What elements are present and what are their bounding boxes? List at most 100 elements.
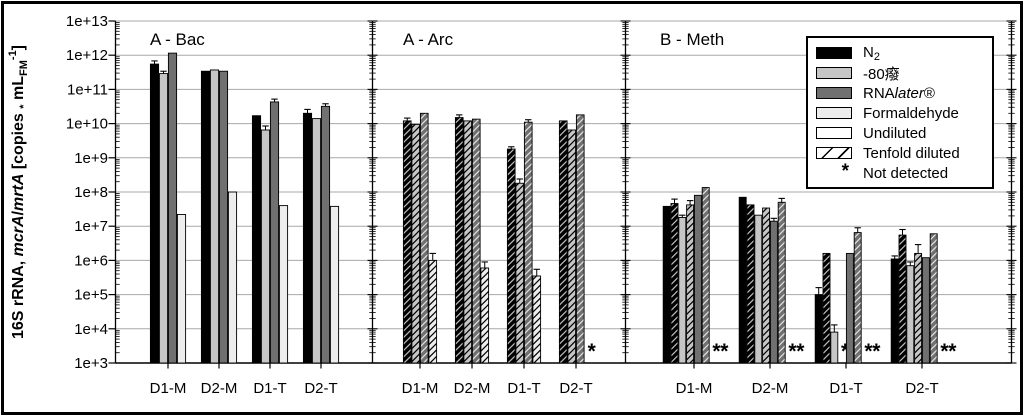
bar	[845, 252, 854, 364]
not-detected-marker: *	[712, 340, 721, 363]
y-tick-label: 1e+13	[66, 13, 108, 30]
bar	[209, 69, 220, 364]
not-detected-marker: *	[841, 340, 850, 363]
x-tick-label: D2-T	[304, 380, 337, 397]
not-detected-marker: *	[864, 340, 873, 363]
bar	[260, 129, 271, 364]
legend-swatch-rnalater	[816, 87, 852, 99]
y-axis-labels: 1e+13 1e+12 1e+11 1e+10 1e+9 1e+8 1e+7 1e+6 1e+5…	[66, 13, 108, 372]
bar	[329, 205, 340, 364]
bar	[769, 220, 778, 364]
y-tick-label: 1e+12	[66, 47, 108, 64]
bar	[678, 217, 687, 364]
legend-swatch-undiluted	[816, 127, 852, 139]
x-tick-label: D2-M	[454, 380, 491, 397]
bar	[419, 112, 429, 364]
x-axis-labels: D1-M D2-M D1-T D2-T D1-M D2-M D1-T D2-T D1-M D2-M…	[150, 363, 939, 397]
not-detected-marker: *	[588, 340, 597, 363]
x-tick-label: D2-T	[905, 380, 938, 397]
legend-label-part: Tenfold diluted	[863, 144, 960, 162]
bar	[670, 203, 679, 364]
bar	[762, 207, 771, 364]
legend-label-part: Undiluted	[863, 124, 927, 142]
x-tick-label: D1-T	[253, 380, 286, 397]
not-detected-marker: *	[872, 340, 881, 363]
x-tick-label: D1-M	[150, 380, 187, 397]
legend-swatch-n2	[816, 47, 852, 59]
legend-label-part: -80癈	[863, 65, 900, 83]
bar	[662, 205, 671, 364]
legend-label: -80癈	[863, 63, 900, 84]
bar	[567, 129, 577, 364]
bar	[176, 214, 187, 364]
bar	[269, 101, 280, 364]
legend-label: Tenfold diluted	[863, 145, 960, 162]
legend-label-part: Formaldehyde	[863, 104, 959, 122]
legend-item-tenfold: Tenfold diluted	[816, 143, 986, 163]
not-detected-symbol: *	[841, 161, 849, 182]
legend-swatch-tenfold	[816, 147, 852, 159]
not-detected-marker: *	[788, 340, 797, 363]
legend-item-undiluted: Undiluted	[816, 123, 986, 143]
y-tick-label: 1e+6	[74, 252, 108, 269]
bar	[929, 233, 938, 364]
bar	[149, 63, 160, 364]
legend-label-part: Not detected	[863, 164, 949, 182]
bar	[463, 120, 473, 364]
bar	[575, 114, 585, 364]
bar	[506, 148, 516, 364]
y-tick-label: 1e+9	[74, 150, 108, 167]
bar	[777, 201, 786, 364]
bar	[278, 205, 289, 364]
legend-label: Formaldehyde	[863, 105, 959, 122]
bar	[890, 258, 899, 364]
not-detected-marker: *	[948, 340, 957, 363]
legend-label: Not detected	[863, 165, 948, 182]
legend-label: N2	[863, 44, 880, 63]
legend-label-part: RNA	[863, 84, 895, 102]
bar	[830, 331, 839, 364]
legend-label: Undiluted	[863, 125, 926, 142]
x-tick-label: D1-M	[402, 380, 439, 397]
bar	[738, 196, 747, 364]
bar	[814, 294, 823, 364]
bar	[218, 70, 229, 364]
bars: * ** * * ** * * *	[149, 52, 957, 364]
legend: N2 -80癈 RNAlater® Formaldehyde Undiluted Tenf…	[806, 36, 994, 189]
bar	[746, 204, 755, 364]
x-tick-label: D1-T	[829, 380, 862, 397]
bar	[898, 234, 907, 364]
bar	[227, 191, 238, 364]
x-tick-label: D2-T	[559, 380, 592, 397]
bar	[754, 214, 763, 364]
not-detected-marker: *	[720, 340, 729, 363]
y-tick-label: 1e+3	[74, 355, 108, 372]
x-tick-label: D2-M	[201, 380, 238, 397]
bar	[701, 187, 710, 364]
bar	[411, 123, 421, 364]
legend-label-part: ®	[923, 84, 935, 102]
legend-item-asterisk: * Not detected	[816, 161, 986, 183]
legend-label-part: later	[894, 84, 924, 102]
legend-label-part: 2	[873, 50, 880, 63]
bar	[532, 275, 542, 364]
y-tick-label: 1e+5	[74, 287, 108, 304]
not-detected-marker: *	[796, 340, 805, 363]
y-tick-label: 1e+10	[66, 116, 108, 133]
bar	[320, 105, 331, 364]
bar	[200, 70, 211, 364]
legend-item-rnalater: RNAlater®	[816, 83, 986, 103]
y-axis-title: 16S rRNA, mcrA/mrtA [copies * mLFM-1]	[7, 45, 30, 339]
bar	[921, 257, 930, 364]
bar	[454, 117, 464, 364]
bar	[822, 252, 831, 364]
y-tick-label: 1e+11	[67, 81, 108, 98]
bar	[558, 120, 568, 364]
bar	[686, 204, 695, 364]
legend-label: RNAlater®	[863, 85, 935, 102]
not-detected-marker: *	[940, 340, 949, 363]
bar	[311, 118, 322, 364]
y-tick-label: 1e+8	[74, 184, 108, 201]
panel-title: B - Meth	[660, 30, 724, 49]
